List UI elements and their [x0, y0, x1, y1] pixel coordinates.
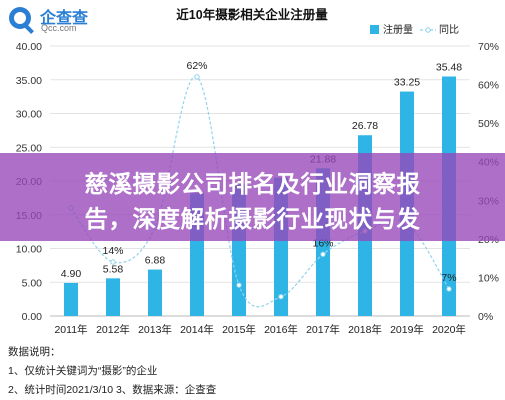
yoy-point [320, 251, 326, 257]
notes-item-1: 1、仅统计关键词为“摄影”的企业 [8, 365, 158, 377]
bar-value-label: 6.88 [145, 255, 166, 267]
bar [148, 269, 162, 316]
banner-line-1: 慈溪摄影公司排名及行业洞察报 [84, 171, 421, 197]
y-right-tick-label: 0% [478, 311, 493, 323]
y-left-tick-label: 10.00 [16, 244, 42, 256]
yoy-point [110, 259, 116, 265]
yoy-value-label: 7% [441, 272, 456, 284]
yoy-point [194, 74, 200, 80]
bar [106, 278, 120, 316]
title-banner: 慈溪摄影公司排名及行业洞察报 告，深度解析摄影行业现状与发 [0, 153, 505, 241]
x-tick-label: 2020年 [432, 323, 466, 336]
bar-value-label: 33.25 [394, 77, 420, 89]
yoy-value-label: 62% [186, 60, 207, 72]
y-left-tick-label: 5.00 [22, 277, 43, 289]
bar-value-label: 5.58 [103, 263, 124, 275]
bar-value-label: 4.90 [61, 268, 82, 280]
x-tick-label: 2015年 [222, 323, 256, 336]
logo-domain: Qcc.com [41, 23, 77, 33]
bar-value-label: 35.48 [436, 62, 462, 74]
x-tick-label: 2014年 [180, 323, 214, 336]
x-tick-label: 2016年 [264, 323, 298, 336]
data-notes: 数据说明： 1、仅统计关键词为“摄影”的企业 2、统计时间2021/3/10 3… [8, 343, 216, 400]
x-tick-label: 2019年 [390, 323, 424, 336]
legend-bar-label: 注册量 [383, 23, 413, 36]
x-tick-label: 2018年 [348, 323, 382, 336]
y-left-tick-label: 25.00 [16, 142, 42, 154]
legend-bar-swatch [370, 25, 379, 34]
x-tick-label: 2013年 [138, 323, 172, 336]
y-right-tick-label: 60% [478, 80, 499, 92]
banner-line-2: 告，深度解析摄影行业现状与发 [84, 206, 421, 232]
x-tick-label: 2011年 [54, 323, 87, 336]
chart-title: 近10年摄影相关企业注册量 [176, 7, 328, 22]
y-right-tick-label: 50% [478, 118, 499, 130]
qcc-logo: 企查查 Qcc.com [6, 2, 102, 36]
yoy-point [278, 294, 284, 300]
yoy-point [446, 286, 452, 292]
magnifier-logo-icon [9, 7, 34, 34]
y-right-tick-label: 10% [478, 272, 499, 284]
bar-value-label: 26.78 [352, 120, 378, 132]
y-right-tick-label: 70% [478, 41, 499, 53]
logo-name: 企查查 [40, 10, 89, 27]
y-left-tick-label: 40.00 [16, 41, 42, 53]
x-tick-label: 2012年 [96, 323, 130, 336]
x-tick-label: 2017年 [306, 323, 340, 336]
y-left-tick-label: 30.00 [16, 109, 42, 121]
y-left-tick-label: 35.00 [16, 75, 42, 87]
yoy-point [236, 282, 242, 288]
y-left-tick-label: 0.00 [22, 311, 43, 323]
legend-line-label: 同比 [439, 24, 459, 36]
legend-line-marker [425, 27, 431, 33]
notes-item-2: 2、统计时间2021/3/10 3、数据来源：企查查 [8, 384, 217, 396]
notes-heading: 数据说明： [8, 346, 61, 358]
yoy-value-label: 14% [102, 245, 123, 257]
bar [64, 282, 78, 316]
